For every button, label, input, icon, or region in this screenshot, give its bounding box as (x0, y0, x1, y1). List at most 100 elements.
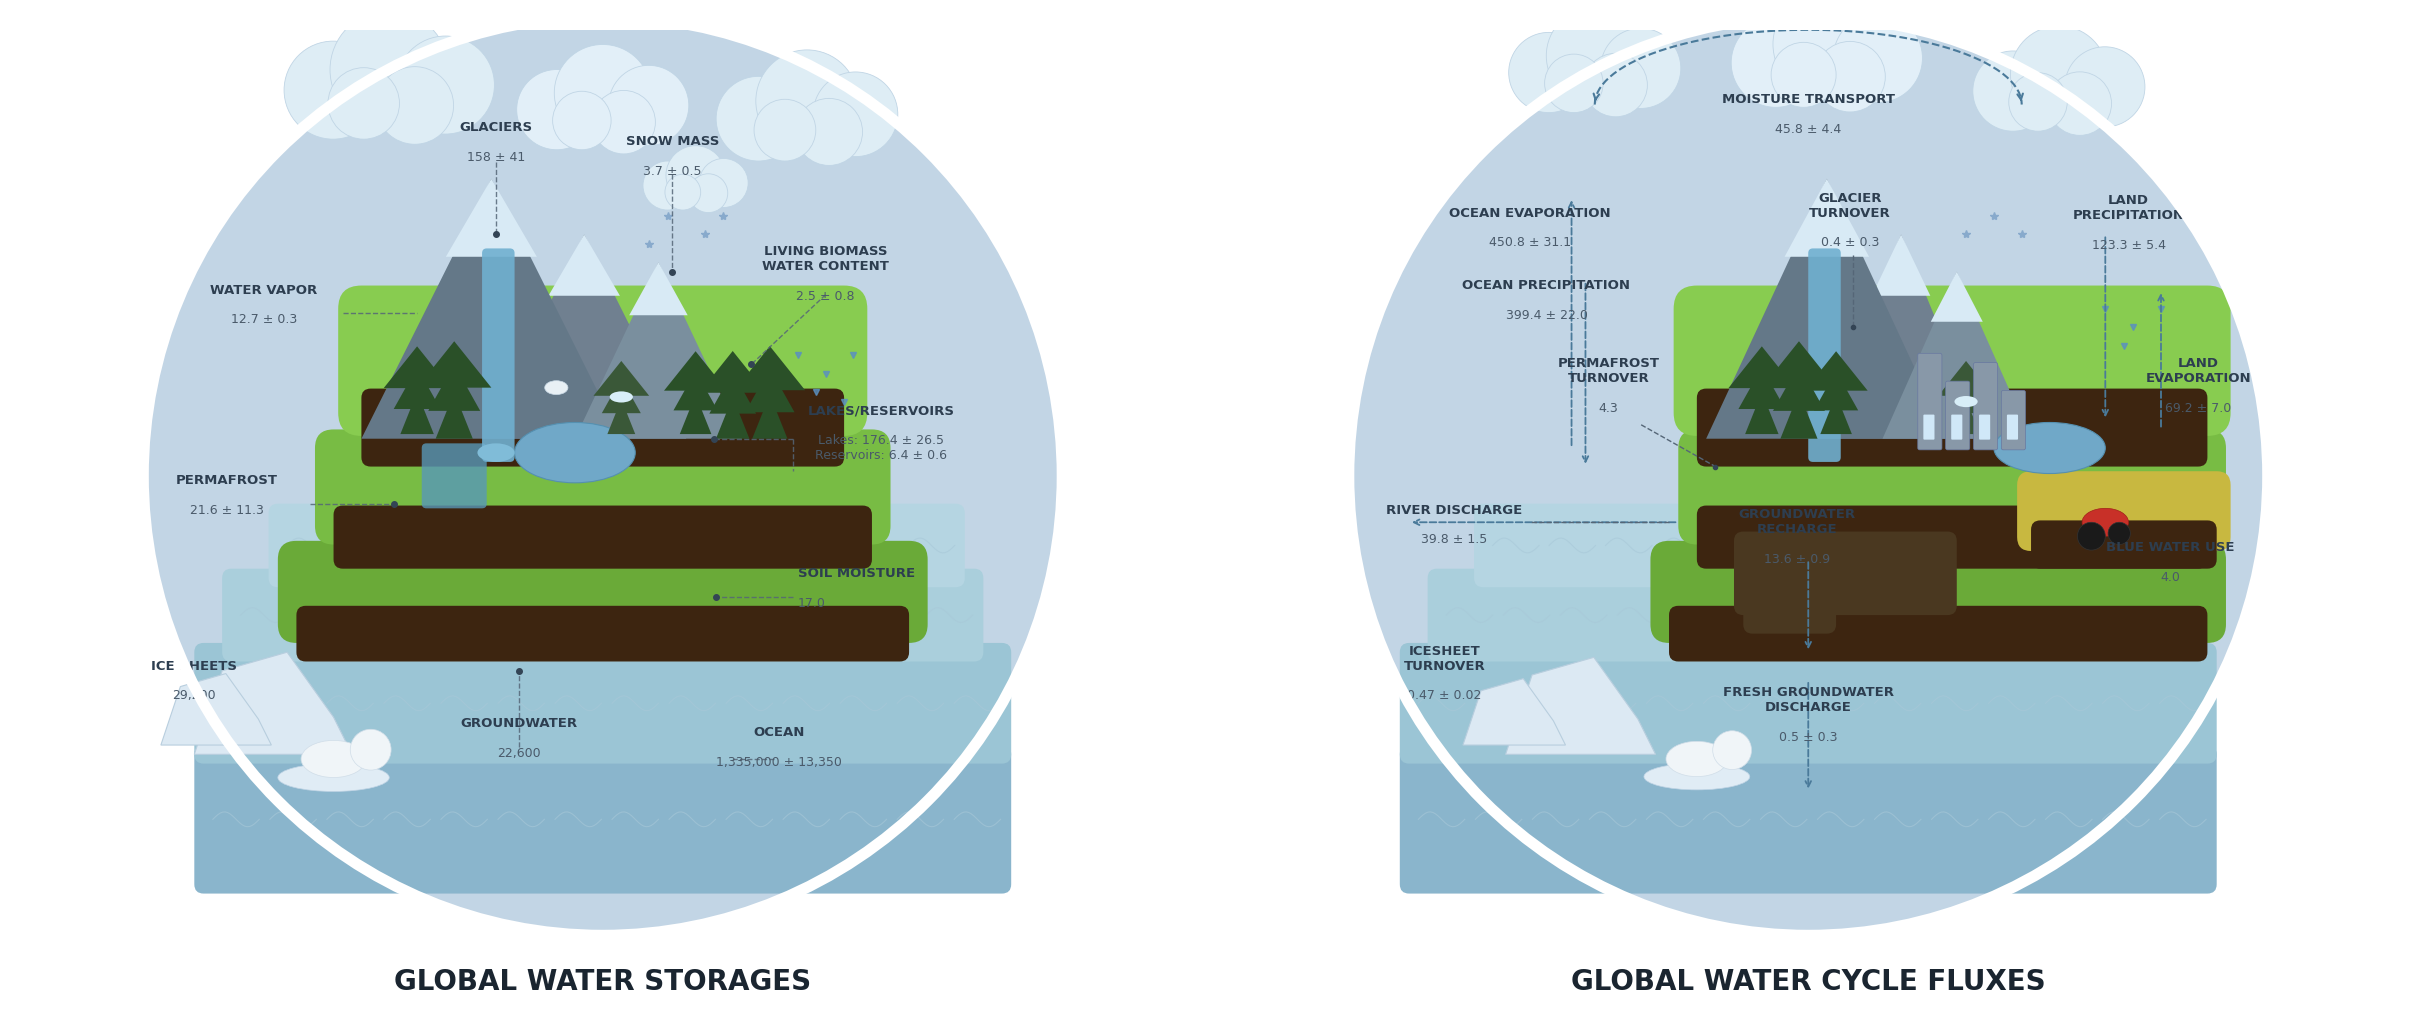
Circle shape (1712, 731, 1750, 770)
Circle shape (1815, 41, 1885, 112)
FancyBboxPatch shape (1652, 541, 2225, 643)
FancyBboxPatch shape (1427, 569, 2189, 662)
Text: GROUNDWATER
RECHARGE: GROUNDWATER RECHARGE (1738, 509, 1856, 536)
FancyBboxPatch shape (1473, 503, 2170, 587)
Polygon shape (383, 346, 451, 388)
Text: 29,200: 29,200 (174, 689, 217, 702)
FancyBboxPatch shape (2006, 415, 2018, 440)
Circle shape (591, 91, 656, 154)
Ellipse shape (610, 391, 634, 403)
Circle shape (1731, 18, 1820, 107)
Circle shape (1972, 51, 2054, 131)
FancyBboxPatch shape (2030, 521, 2216, 569)
FancyBboxPatch shape (333, 506, 873, 569)
Circle shape (2047, 72, 2112, 135)
FancyBboxPatch shape (1808, 248, 1840, 462)
Text: 0.5 ± 0.3: 0.5 ± 0.3 (1779, 732, 1837, 744)
Text: SNOW MASS: SNOW MASS (627, 135, 718, 148)
Polygon shape (593, 361, 649, 396)
Circle shape (552, 91, 610, 149)
FancyBboxPatch shape (362, 388, 844, 466)
Text: 3.7 ± 0.5: 3.7 ± 0.5 (644, 164, 702, 178)
Polygon shape (752, 395, 788, 439)
FancyBboxPatch shape (1946, 381, 1970, 450)
Polygon shape (735, 346, 805, 390)
Polygon shape (1707, 179, 1948, 439)
FancyBboxPatch shape (1401, 745, 2216, 894)
FancyBboxPatch shape (1924, 415, 1934, 440)
Ellipse shape (1994, 423, 2105, 473)
Text: 4.3: 4.3 (1598, 402, 1618, 415)
FancyBboxPatch shape (222, 569, 984, 662)
Text: 17.0: 17.0 (798, 596, 825, 609)
Text: FRESH GROUNDWATER
DISCHARGE: FRESH GROUNDWATER DISCHARGE (1724, 686, 1893, 714)
Circle shape (2064, 46, 2146, 127)
FancyBboxPatch shape (1697, 506, 2208, 569)
Text: 13.6 ± 0.9: 13.6 ± 0.9 (1765, 553, 1830, 566)
FancyBboxPatch shape (1668, 605, 2208, 662)
Text: LAKES/RESERVOIRS: LAKES/RESERVOIRS (808, 405, 955, 418)
FancyBboxPatch shape (1979, 415, 1989, 440)
Polygon shape (1818, 234, 1984, 439)
Text: GLOBAL WATER STORAGES: GLOBAL WATER STORAGES (393, 968, 813, 996)
Ellipse shape (477, 443, 514, 462)
Ellipse shape (1666, 742, 1729, 777)
FancyBboxPatch shape (268, 503, 964, 587)
Polygon shape (1504, 657, 1656, 755)
Circle shape (2011, 26, 2107, 123)
FancyBboxPatch shape (1678, 430, 2225, 545)
Circle shape (284, 41, 381, 139)
Polygon shape (608, 400, 634, 434)
Ellipse shape (514, 423, 634, 482)
Polygon shape (1779, 393, 1818, 439)
Circle shape (2107, 523, 2131, 545)
Text: 39.8 ± 1.5: 39.8 ± 1.5 (1420, 534, 1488, 547)
Polygon shape (699, 351, 767, 393)
Circle shape (2008, 73, 2066, 131)
FancyBboxPatch shape (422, 443, 487, 509)
Circle shape (1584, 53, 1647, 117)
Polygon shape (1813, 371, 1859, 411)
Polygon shape (680, 395, 711, 434)
Polygon shape (362, 179, 622, 439)
Polygon shape (716, 397, 750, 439)
Text: MOISTURE TRANSPORT: MOISTURE TRANSPORT (1721, 94, 1895, 106)
Text: PERMAFROST
TURNOVER: PERMAFROST TURNOVER (1558, 357, 1659, 384)
Text: GLOBAL WATER CYCLE FLUXES: GLOBAL WATER CYCLE FLUXES (1572, 968, 2045, 996)
Polygon shape (446, 179, 538, 256)
Circle shape (665, 145, 726, 205)
Text: 12.7 ± 0.3: 12.7 ± 0.3 (231, 314, 297, 326)
Ellipse shape (301, 741, 366, 778)
Text: 1,335,000 ± 13,350: 1,335,000 ± 13,350 (716, 756, 841, 769)
Polygon shape (1871, 234, 1931, 296)
Text: 0.4 ± 0.3: 0.4 ± 0.3 (1820, 236, 1878, 249)
Polygon shape (417, 341, 492, 387)
Polygon shape (709, 372, 757, 414)
FancyBboxPatch shape (316, 430, 890, 545)
Circle shape (1772, 0, 1881, 98)
Circle shape (1832, 13, 1922, 103)
Polygon shape (1883, 271, 2030, 439)
Polygon shape (482, 234, 687, 439)
Polygon shape (663, 351, 728, 390)
Circle shape (796, 99, 863, 165)
Circle shape (395, 36, 494, 134)
Circle shape (699, 158, 747, 208)
FancyBboxPatch shape (1401, 643, 2216, 764)
Text: PERMAFROST: PERMAFROST (176, 474, 277, 487)
Circle shape (555, 44, 651, 141)
FancyBboxPatch shape (1950, 415, 1963, 440)
Ellipse shape (545, 380, 569, 395)
Text: 2.5 ± 0.8: 2.5 ± 0.8 (796, 291, 856, 303)
Circle shape (376, 67, 453, 144)
FancyBboxPatch shape (338, 286, 868, 436)
FancyBboxPatch shape (1975, 362, 1999, 450)
Polygon shape (603, 378, 641, 414)
Polygon shape (162, 674, 272, 745)
Circle shape (2078, 523, 2105, 550)
FancyBboxPatch shape (297, 605, 909, 662)
Polygon shape (400, 393, 434, 434)
Text: GROUNDWATER: GROUNDWATER (461, 717, 579, 731)
Circle shape (1545, 54, 1603, 113)
FancyBboxPatch shape (195, 643, 1010, 764)
